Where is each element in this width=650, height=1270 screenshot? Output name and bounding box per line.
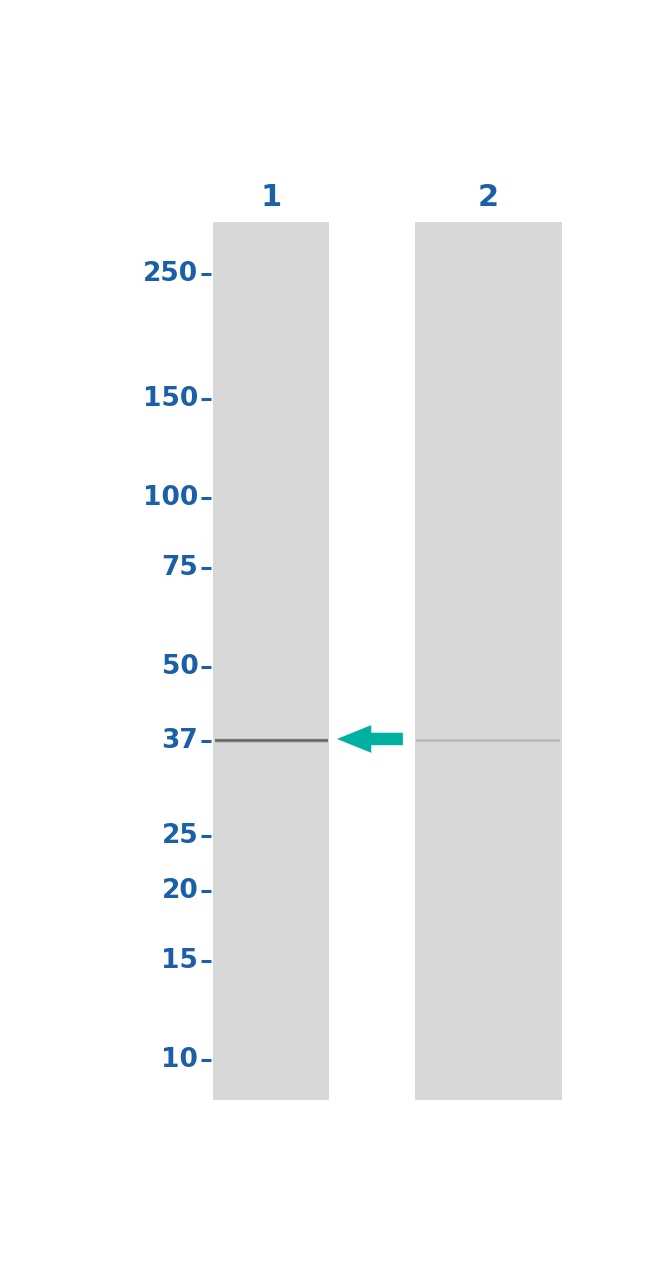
Text: 15: 15 <box>161 947 198 974</box>
Text: 50: 50 <box>161 654 198 679</box>
Text: 100: 100 <box>143 485 198 511</box>
Bar <box>415 222 562 1100</box>
Text: 2: 2 <box>478 183 499 212</box>
Text: 75: 75 <box>161 555 198 582</box>
Text: 250: 250 <box>143 262 198 287</box>
Text: 1: 1 <box>261 183 281 212</box>
Text: 150: 150 <box>143 386 198 411</box>
Text: 20: 20 <box>161 878 198 904</box>
Polygon shape <box>337 725 403 753</box>
Bar <box>213 222 330 1100</box>
Text: 37: 37 <box>161 728 198 753</box>
Text: 10: 10 <box>161 1046 198 1073</box>
Text: 25: 25 <box>161 823 198 850</box>
